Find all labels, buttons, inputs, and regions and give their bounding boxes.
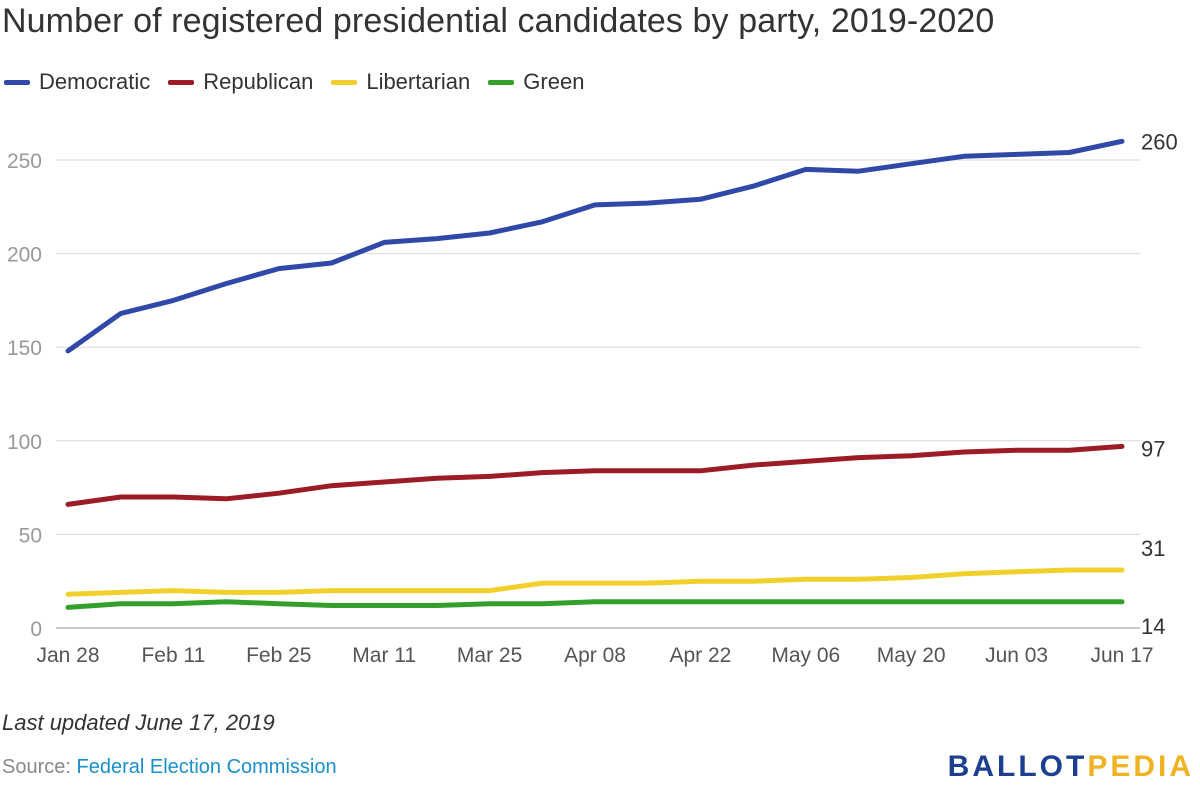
end-label-green: 14 xyxy=(1141,614,1165,639)
x-tick-label-apr-08: Apr 08 xyxy=(564,644,626,667)
x-tick-label-jan-28: Jan 28 xyxy=(36,644,99,667)
logo-part-pedia: PEDIA xyxy=(1087,750,1194,783)
y-tick-label-50: 50 xyxy=(19,524,42,547)
legend-swatch-libertarian xyxy=(331,79,358,85)
series-line-republican xyxy=(65,443,1125,507)
x-tick-label-may-20: May 20 xyxy=(877,644,946,667)
x-tick-label-mar-11: Mar 11 xyxy=(352,644,416,667)
y-tick-label-100: 100 xyxy=(7,431,42,454)
x-tick-label-jun-17: Jun 17 xyxy=(1090,644,1153,667)
legend-label-green: Green xyxy=(523,69,585,94)
legend-label-republican: Republican xyxy=(203,69,314,94)
y-tick-label-200: 200 xyxy=(7,244,42,267)
y-tick-label-0: 0 xyxy=(30,618,42,641)
source-line: Source: Federal Election Commission xyxy=(2,756,337,779)
ballotpedia-logo: BALLOTPEDIA xyxy=(948,750,1194,784)
end-label-democratic: 260 xyxy=(1141,129,1178,154)
end-label-libertarian: 31 xyxy=(1141,536,1165,561)
series-line-libertarian xyxy=(65,567,1125,597)
legend-item-republican[interactable]: Republican xyxy=(168,69,313,95)
y-tick-label-250: 250 xyxy=(7,150,42,173)
series-line-green xyxy=(65,599,1125,610)
chart-title: Number of registered presidential candid… xyxy=(2,2,995,40)
legend-swatch-republican xyxy=(168,79,195,85)
source-link[interactable]: Federal Election Commission xyxy=(76,756,337,778)
legend-item-green[interactable]: Green xyxy=(488,69,584,95)
x-tick-label-apr-22: Apr 22 xyxy=(669,644,731,667)
x-tick-label-may-06: May 06 xyxy=(771,644,840,667)
legend-swatch-democratic xyxy=(4,79,30,85)
x-tick-label-feb-11: Feb 11 xyxy=(141,644,205,667)
x-tick-label-jun-03: Jun 03 xyxy=(985,644,1048,667)
x-tick-label-mar-25: Mar 25 xyxy=(457,644,522,667)
line-chart: 0 50 100 150 200 250 Jan 28 Feb 11 Feb 25 Mar 11 M… xyxy=(7,129,1178,667)
source-prefix: Source: xyxy=(2,756,77,778)
x-tick-label-feb-25: Feb 25 xyxy=(246,644,311,667)
legend-label-democratic: Democratic xyxy=(39,69,151,94)
logo-part-ballot: BALLOT xyxy=(947,750,1088,783)
legend-swatch-green xyxy=(488,79,515,85)
last-updated-note: Last updated June 17, 2019 xyxy=(2,710,275,735)
legend-item-libertarian[interactable]: Libertarian xyxy=(331,69,470,95)
legend-item-democratic[interactable]: Democratic xyxy=(4,69,150,95)
y-tick-label-150: 150 xyxy=(7,337,42,360)
legend-label-libertarian: Libertarian xyxy=(366,69,471,94)
series-line-democratic xyxy=(65,138,1125,354)
legend: Democratic Republican Libertarian Green xyxy=(4,68,602,96)
end-label-republican: 97 xyxy=(1141,436,1165,461)
